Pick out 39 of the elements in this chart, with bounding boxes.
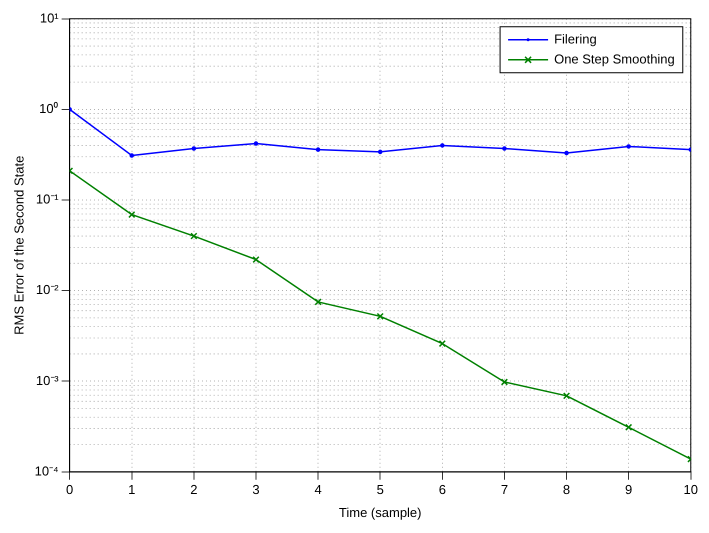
x-tick-label: 1 bbox=[128, 482, 136, 498]
x-tick-label: 3 bbox=[252, 482, 260, 498]
x-tick-label: 10 bbox=[684, 482, 698, 498]
point bbox=[440, 143, 445, 148]
point bbox=[500, 378, 508, 386]
y-tick-label: 10⁻² bbox=[36, 282, 60, 298]
point bbox=[562, 392, 570, 400]
x-axis-title: Time (sample) bbox=[338, 504, 422, 520]
y-axis-title: RMS Error of the Second State bbox=[11, 156, 26, 335]
point bbox=[128, 211, 136, 218]
point bbox=[378, 150, 382, 154]
point bbox=[314, 298, 322, 306]
point bbox=[254, 141, 258, 146]
point bbox=[564, 150, 569, 156]
point bbox=[626, 144, 631, 149]
point bbox=[376, 312, 384, 320]
x-tick-label: 6 bbox=[438, 482, 446, 498]
y-tick-label: 10⁻¹ bbox=[36, 192, 60, 207]
y-tick-label: 10⁻⁴ bbox=[34, 463, 59, 478]
point bbox=[192, 146, 196, 151]
legend-label: Filering bbox=[554, 31, 597, 46]
point bbox=[252, 256, 260, 264]
point bbox=[190, 232, 198, 240]
x-tick-label: 4 bbox=[314, 482, 322, 498]
legend-label: One Step Smoothing bbox=[554, 51, 675, 66]
x-tick-label: 5 bbox=[376, 482, 384, 498]
x-tick-label: 8 bbox=[562, 482, 570, 498]
point bbox=[625, 424, 632, 431]
point bbox=[130, 153, 134, 158]
x-tick-label: 0 bbox=[66, 482, 74, 498]
x-tick-label: 2 bbox=[190, 482, 198, 498]
y-tick-label: 10¹ bbox=[40, 10, 60, 26]
point bbox=[502, 146, 507, 151]
point bbox=[316, 147, 320, 152]
point bbox=[438, 340, 446, 348]
x-tick-label: 7 bbox=[500, 482, 508, 498]
y-tick-label: 10⁻³ bbox=[36, 372, 60, 388]
y-tick-label: 10⁰ bbox=[39, 100, 59, 116]
x-tick-label: 9 bbox=[625, 482, 632, 498]
